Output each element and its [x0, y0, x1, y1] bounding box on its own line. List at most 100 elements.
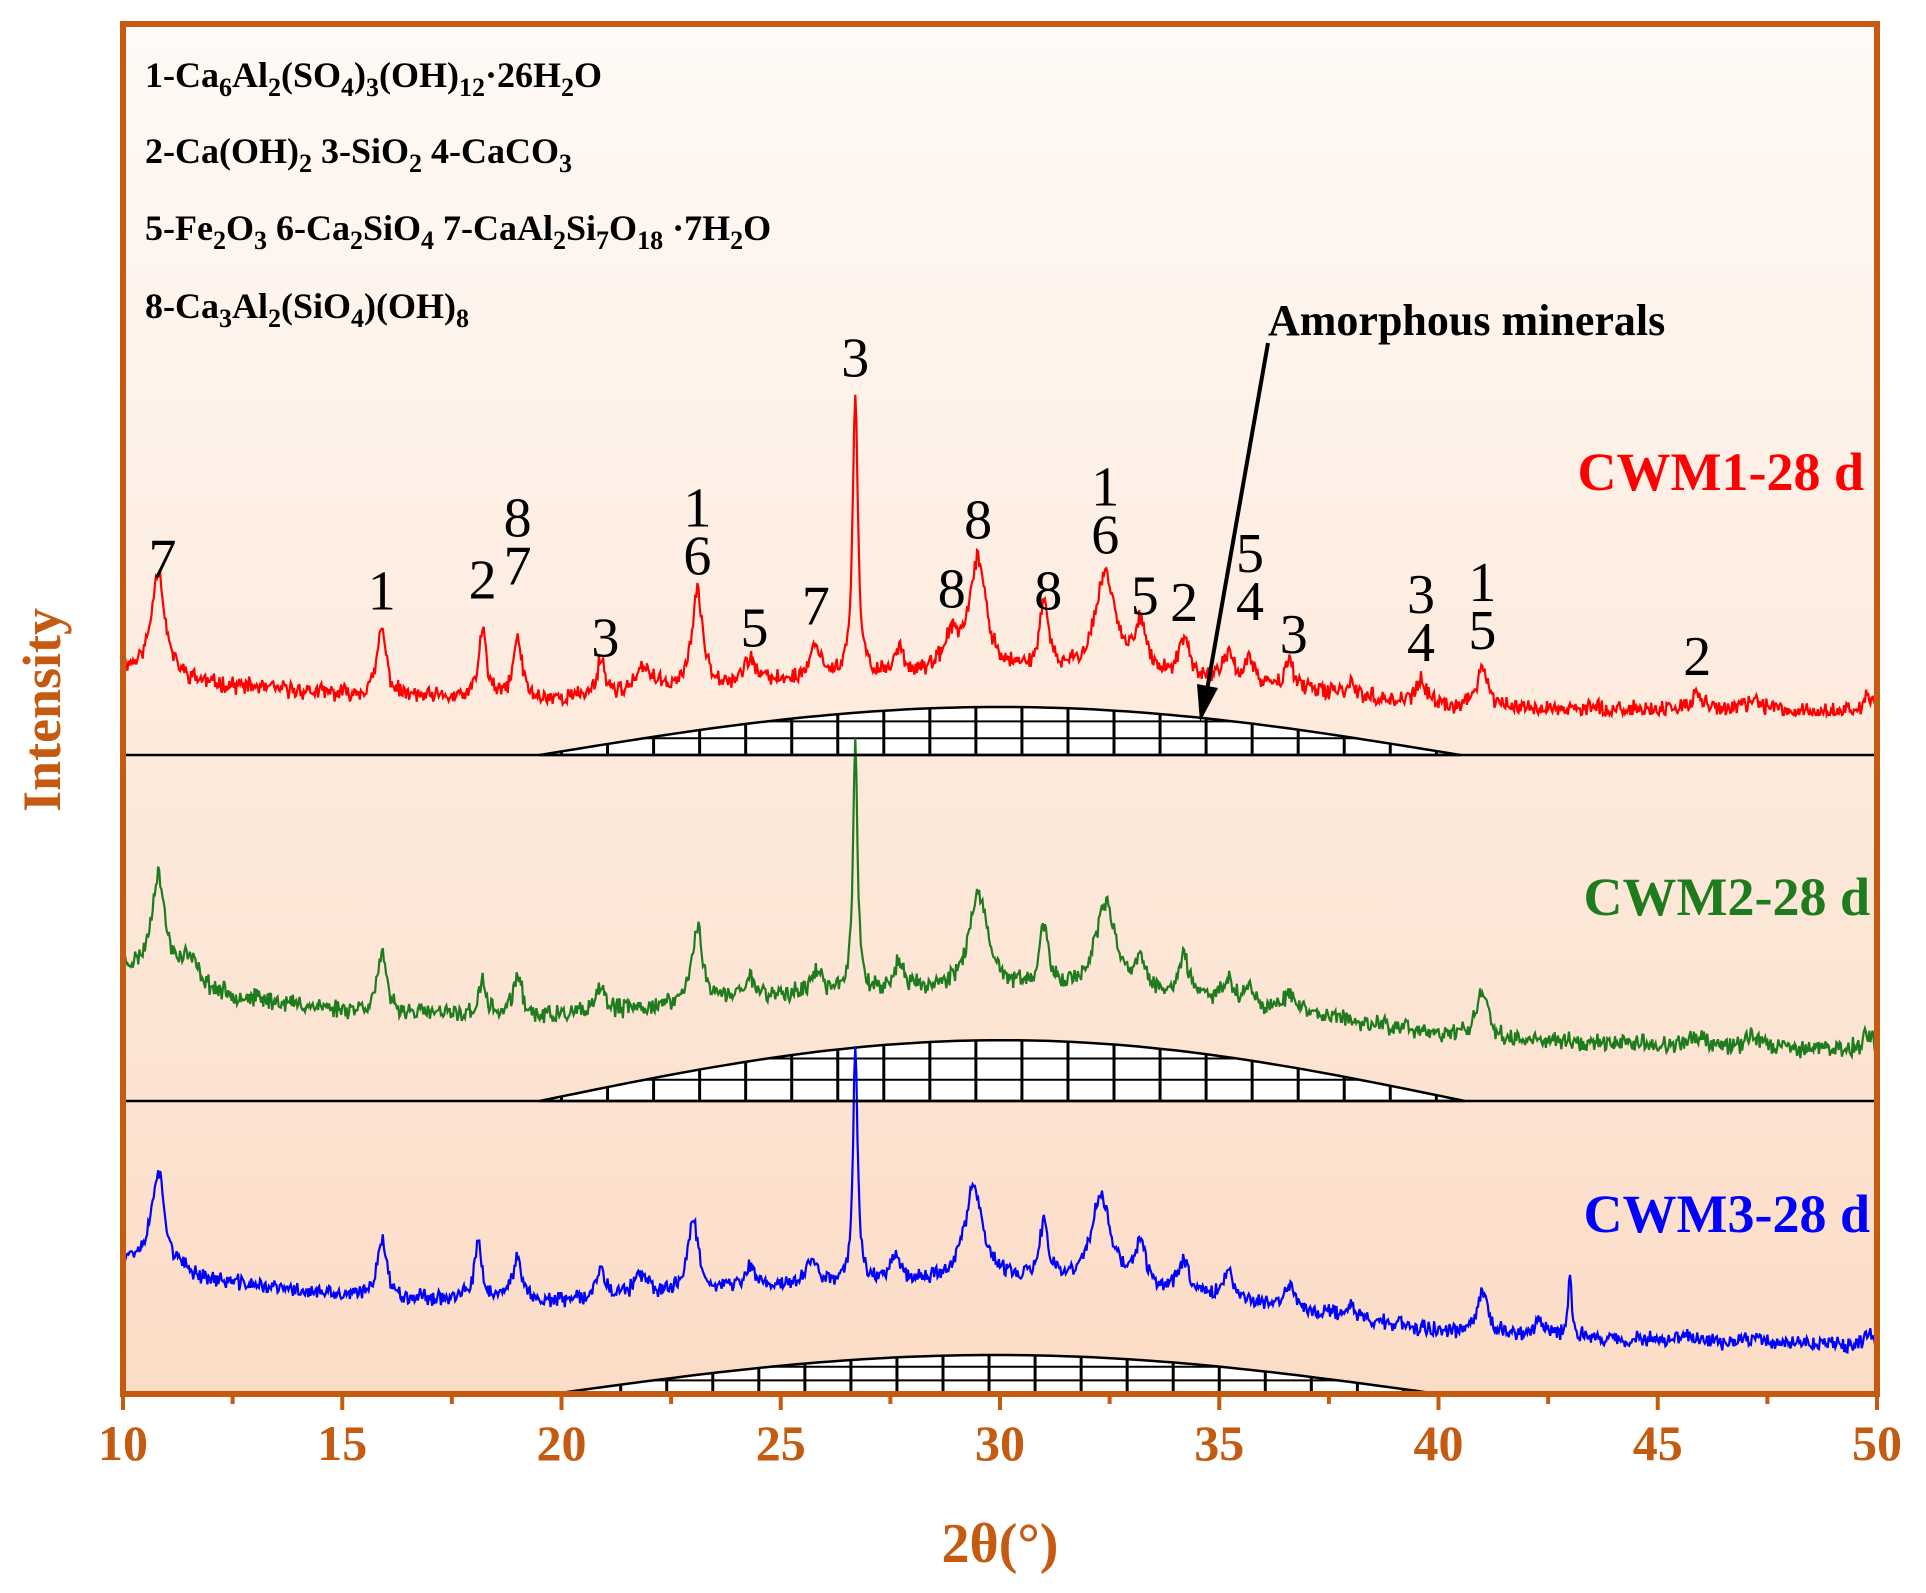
legend-segment: 6-Ca: [267, 208, 350, 248]
legend-segment: 1-Ca: [145, 55, 219, 95]
legend-segment: 3: [559, 149, 572, 178]
legend-segment: 2: [730, 226, 743, 255]
series-line: [121, 738, 1879, 1061]
legend-segment: 2-Ca(OH): [145, 131, 299, 171]
legend-segment: 12: [459, 73, 485, 102]
series-layer: [121, 394, 1879, 1355]
peak-label: 5: [1236, 523, 1264, 585]
y-axis-label: Intensity: [12, 608, 72, 812]
x-tick-label: 35: [1194, 1415, 1244, 1471]
legend-segment: (OH): [379, 55, 459, 95]
legend-line: 5-Fe2O3 6-Ca2SiO4 7-CaAl2Si7O18 ·7H2O: [145, 208, 771, 255]
legend-segment: O: [609, 208, 637, 248]
peak-label: 5: [740, 598, 768, 660]
legend-segment: O: [226, 208, 254, 248]
legend-segment: 7-CaAl: [434, 208, 553, 248]
legend-segment: 3-SiO: [312, 131, 409, 171]
legend-segment: 4-CaCO: [422, 131, 559, 171]
peak-label: 5: [1468, 600, 1496, 662]
series-label-cwm1: CWM1-28 d: [1578, 442, 1864, 502]
legend-segment: 3: [254, 226, 267, 255]
peak-label: 1: [1468, 552, 1496, 614]
axes: 10 15 20 25 30 35 40 45 50: [98, 21, 1902, 1471]
legend-segment: 2: [268, 304, 281, 333]
peak-label: 7: [504, 536, 532, 598]
peak-label: 5: [1131, 566, 1159, 628]
peak-label: 1: [683, 478, 711, 540]
x-tick-label: 40: [1414, 1415, 1464, 1471]
legend-segment: 2: [213, 226, 226, 255]
x-tick-label: 45: [1633, 1415, 1683, 1471]
peak-label: 1: [368, 561, 396, 623]
legend-segment: 3: [366, 73, 379, 102]
peak-label: 7: [802, 576, 830, 638]
peak-label: 6: [1091, 504, 1119, 566]
amorphous-hump: [539, 705, 1461, 757]
peak-label: 8: [938, 559, 966, 621]
legend-segment: 4: [341, 73, 354, 102]
peak-label: 2: [1683, 626, 1711, 688]
legend-segment: Al: [232, 55, 268, 95]
peak-label: 4: [1407, 612, 1435, 674]
peak-label: 1: [1091, 456, 1119, 518]
x-tick-label: 15: [317, 1415, 367, 1471]
legend-segment: (SO: [281, 55, 341, 95]
legend-line: 8-Ca3Al2(SiO4)(OH)8: [145, 286, 469, 333]
amorphous-hump: [552, 1353, 1439, 1396]
x-tick-label: 10: [98, 1415, 148, 1471]
peak-label: 2: [1170, 572, 1198, 634]
peak-label: 4: [1236, 571, 1264, 633]
legend-segment: (SiO: [281, 286, 351, 326]
peak-label: 8: [964, 490, 992, 552]
legend-segment: 6: [219, 73, 232, 102]
legend: 1-Ca6Al2(SO4)3(OH)12·26H2O 2-Ca(OH)2 3-S…: [145, 55, 771, 333]
legend-segment: )(OH): [364, 286, 456, 326]
legend-segment: ·26H: [485, 55, 561, 95]
legend-segment: 7: [596, 226, 609, 255]
legend-segment: SiO: [363, 208, 421, 248]
peak-label: 8: [1034, 560, 1062, 622]
legend-segment: 8: [456, 304, 469, 333]
peak-label: 3: [591, 607, 619, 669]
legend-segment: 3: [219, 304, 232, 333]
x-axis-label: 2θ(°): [942, 1513, 1059, 1575]
legend-segment: Si: [566, 208, 596, 248]
legend-segment: 2: [409, 149, 422, 178]
series-label-cwm3: CWM3-28 d: [1584, 1184, 1870, 1244]
x-tick-label: 20: [537, 1415, 587, 1471]
legend-segment: 4: [421, 226, 434, 255]
peak-label: 7: [148, 528, 176, 590]
peak-label: 8: [504, 488, 532, 550]
legend-segment: ·7H: [663, 208, 730, 248]
legend-segment: O: [743, 208, 771, 248]
legend-segment: Al: [232, 286, 268, 326]
amorphous-minerals-annotation: Amorphous minerals: [1268, 296, 1665, 345]
peak-label: 3: [1407, 564, 1435, 626]
peak-label: 3: [1280, 604, 1308, 666]
peak-label: 3: [841, 327, 869, 389]
legend-segment: 5-Fe: [145, 208, 213, 248]
x-tick-label: 30: [975, 1415, 1025, 1471]
x-tick-label: 25: [756, 1415, 806, 1471]
peak-label: 6: [683, 526, 711, 588]
series-line: [122, 394, 1879, 720]
series-line: [121, 1046, 1879, 1355]
amorphous-hump: [539, 1038, 1466, 1103]
legend-segment: 2: [561, 73, 574, 102]
legend-line: 2-Ca(OH)2 3-SiO2 4-CaCO3: [145, 131, 572, 178]
legend-segment: 4: [351, 304, 364, 333]
x-tick-label: 50: [1852, 1415, 1902, 1471]
legend-segment: 2: [299, 149, 312, 178]
series-label-cwm2: CWM2-28 d: [1584, 867, 1870, 927]
panel-separators: [123, 753, 1877, 1103]
legend-segment: O: [574, 55, 602, 95]
peak-label: 2: [469, 550, 497, 612]
legend-segment: 2: [350, 226, 363, 255]
amorphous-humps: [539, 705, 1466, 1396]
legend-segment: 8-Ca: [145, 286, 219, 326]
annotation-arrow: [1197, 342, 1270, 722]
legend-segment: 18: [637, 226, 663, 255]
